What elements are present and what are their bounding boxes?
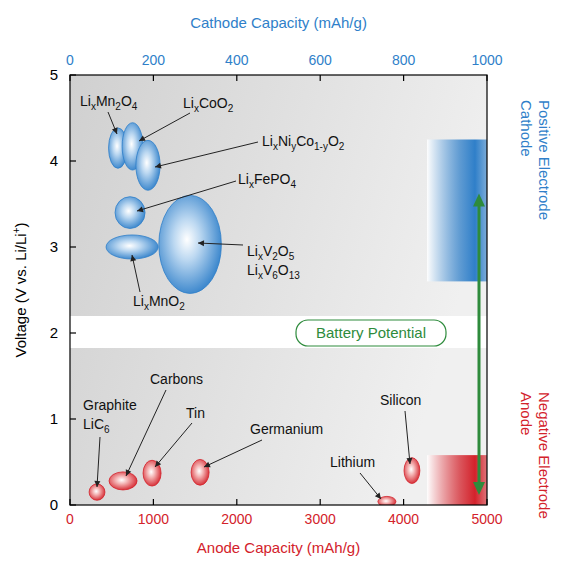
leader-line <box>97 437 100 487</box>
x2-tick-label: 200 <box>142 52 166 68</box>
y-tick <box>70 246 76 247</box>
x2-axis-title: Cathode Capacity (mAh/g) <box>190 14 367 31</box>
leader-arrowhead <box>139 135 146 141</box>
x2-tick-label: 1000 <box>471 52 502 68</box>
material-label: LixV2O5 <box>247 243 295 262</box>
material-ellipse <box>109 472 137 490</box>
x-tick <box>403 499 404 505</box>
material-label: Germanium <box>250 421 323 437</box>
x2-tick <box>69 75 70 81</box>
material-label: LixFePO4 <box>238 171 296 190</box>
y-tick <box>70 332 76 333</box>
material-label: LiC6 <box>83 416 110 435</box>
electrode-type: Negative Electrode <box>536 392 553 519</box>
annotation-box <box>296 320 446 346</box>
x-tick-label: 5000 <box>471 511 502 527</box>
leader-arrowhead <box>375 492 381 499</box>
material-label: LixMnO2 <box>133 293 185 312</box>
x-axis-title: Anode Capacity (mAh/g) <box>197 539 360 556</box>
leader-line <box>204 440 262 467</box>
electrode-name: Anode <box>518 392 535 435</box>
y-tick <box>70 74 76 75</box>
material-ellipse <box>136 140 160 190</box>
x-tick <box>236 499 237 505</box>
x2-tick <box>486 75 487 81</box>
material-label: Carbons <box>150 371 203 387</box>
x-tick <box>69 499 70 505</box>
material-label: Silicon <box>380 392 421 408</box>
plot-background <box>70 75 487 505</box>
x-tick-label: 2000 <box>221 511 252 527</box>
y-tick-label: 3 <box>50 238 58 255</box>
x-tick-label: 0 <box>66 511 74 527</box>
potential-arrow <box>478 203 481 485</box>
leader-line <box>126 390 166 476</box>
electrode-type: Positive Electrode <box>536 100 553 220</box>
y-tick-label: 1 <box>50 410 58 427</box>
x2-tick-label: 400 <box>225 52 249 68</box>
leader-arrowhead <box>406 458 412 464</box>
plot-area <box>89 123 487 505</box>
y-tick-label: 2 <box>50 324 58 341</box>
x2-tick <box>320 75 321 81</box>
chart: 0123450100020003000400050000200400600800… <box>0 0 563 570</box>
potential-arrowhead <box>473 193 485 206</box>
y-tick-label: 5 <box>50 66 58 83</box>
x-tick <box>486 499 487 505</box>
annotation: Battery Potential <box>316 324 426 341</box>
y-tick <box>70 160 76 161</box>
leader-line <box>405 411 410 464</box>
y-tick-label: 4 <box>50 152 58 169</box>
leader-line <box>108 112 117 134</box>
x-tick <box>320 499 321 505</box>
material-label: Tin <box>186 405 205 421</box>
x2-tick-label: 800 <box>392 52 416 68</box>
leader-line <box>155 142 258 167</box>
x-tick-label: 4000 <box>388 511 419 527</box>
material-label: Graphite <box>83 397 137 413</box>
leader-arrowhead <box>126 469 131 476</box>
material-label: LixV6O13 <box>247 262 300 281</box>
material-ellipse <box>159 195 222 293</box>
material-ellipse <box>143 460 161 486</box>
y-axis-title: Voltage (V vs. Li/Li+) <box>11 222 29 357</box>
plot-frame <box>70 75 487 505</box>
leader-line <box>198 243 243 245</box>
x-tick-label: 3000 <box>305 511 336 527</box>
material-ellipse <box>191 459 209 485</box>
material-label: Lithium <box>330 454 375 470</box>
x2-tick <box>236 75 237 81</box>
leader-arrowhead <box>198 240 204 246</box>
leader-line <box>360 473 381 499</box>
x-tick-label: 1000 <box>138 511 169 527</box>
material-label: LixNiyCo1-yO2 <box>262 133 345 152</box>
x2-tick <box>153 75 154 81</box>
y-tick <box>70 504 76 505</box>
leader-arrowhead <box>155 460 161 467</box>
material-label: LixMn2O4 <box>80 93 138 112</box>
material-label: LixCoO2 <box>183 95 234 114</box>
y-tick-label: 0 <box>50 496 58 513</box>
leader-line <box>137 181 236 211</box>
y-tick <box>70 418 76 419</box>
potential-arrowhead <box>473 482 485 495</box>
leader-arrowhead <box>137 206 144 212</box>
leader-arrowhead <box>112 127 118 134</box>
leader-arrowhead <box>204 462 211 467</box>
x-tick <box>153 499 154 505</box>
leader-arrowhead <box>155 163 162 169</box>
x2-tick-label: 0 <box>66 52 74 68</box>
leader-line <box>139 113 190 141</box>
material-ellipse <box>115 197 145 229</box>
material-ellipse <box>404 458 420 484</box>
x2-tick-label: 600 <box>309 52 333 68</box>
leader-arrowhead <box>94 481 100 487</box>
gap-band <box>70 316 487 348</box>
leader-line <box>155 423 192 467</box>
leader-arrowhead <box>130 255 136 261</box>
electrode-name: Cathode <box>518 100 535 157</box>
x2-tick <box>403 75 404 81</box>
